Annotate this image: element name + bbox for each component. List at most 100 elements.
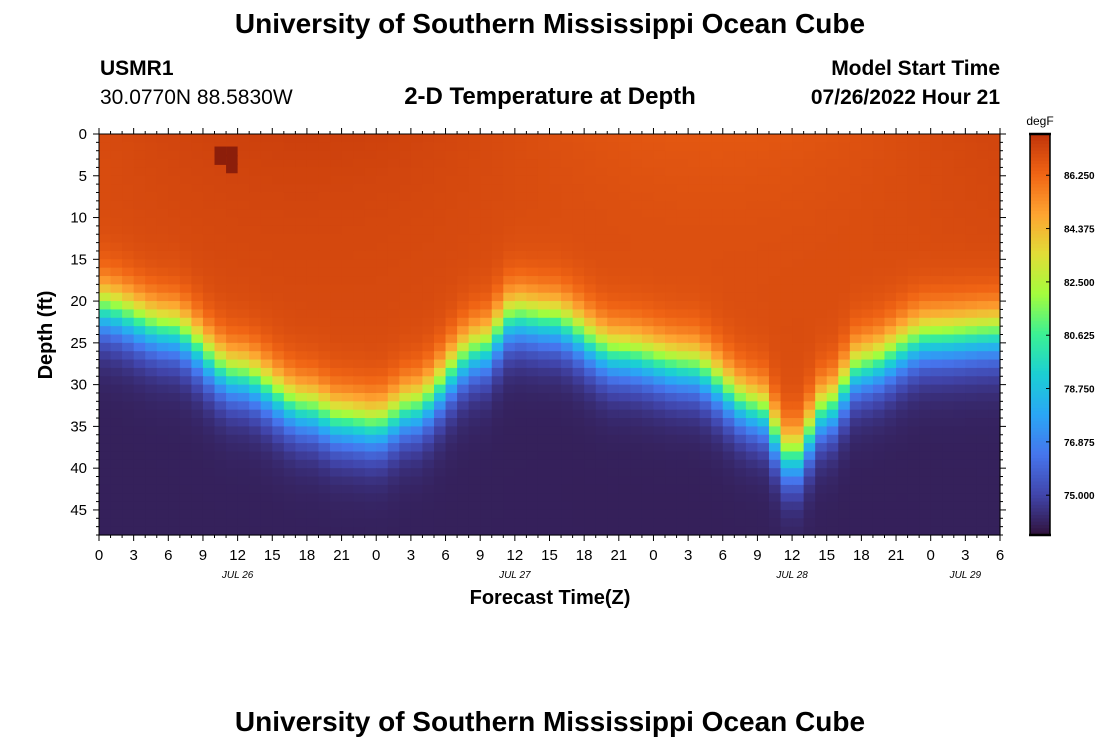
heatmap-cell	[676, 334, 689, 344]
heatmap-cell	[202, 476, 216, 486]
heatmap-cell	[376, 150, 389, 160]
heatmap-cell	[618, 484, 631, 494]
heatmap-cell	[202, 426, 216, 436]
heatmap-cell	[584, 468, 597, 478]
heatmap-cell	[849, 301, 862, 311]
heatmap-cell	[260, 317, 273, 327]
heatmap-cell	[942, 367, 955, 377]
heatmap-cell	[272, 501, 285, 511]
colorbar-swatch	[1030, 284, 1050, 289]
footer-title: University of Southern Mississippi Ocean…	[234, 706, 866, 737]
heatmap-cell	[503, 367, 516, 377]
heatmap-cell	[445, 418, 458, 427]
heatmap-cell	[318, 192, 331, 202]
heatmap-cell	[514, 292, 527, 302]
heatmap-cell	[457, 159, 470, 169]
heatmap-cell	[688, 134, 701, 143]
heatmap-cell	[849, 493, 862, 503]
heatmap-cell	[202, 276, 216, 285]
heatmap-cell	[988, 200, 1001, 210]
heatmap-cell	[872, 409, 886, 419]
heatmap-cell	[930, 459, 943, 469]
heatmap-cell	[826, 468, 839, 478]
heatmap-cell	[711, 409, 724, 419]
heatmap-cell	[803, 501, 816, 511]
heatmap-cell	[965, 267, 978, 277]
heatmap-cell	[399, 242, 412, 252]
heatmap-cell	[433, 200, 447, 210]
heatmap-cell	[942, 401, 955, 411]
heatmap-cell	[202, 159, 216, 169]
y-tick-label: 15	[70, 251, 87, 268]
heatmap-cell	[584, 509, 597, 519]
heatmap-cell	[422, 326, 435, 336]
heatmap-cell	[653, 225, 666, 235]
heatmap-cell	[156, 267, 169, 277]
heatmap-cell	[780, 209, 793, 219]
heatmap-cell	[226, 493, 239, 503]
heatmap-cell	[884, 326, 897, 336]
heatmap-cell	[665, 200, 678, 210]
heatmap-cell	[618, 142, 631, 152]
heatmap-cell	[907, 276, 920, 285]
heatmap-cell	[584, 150, 597, 160]
heatmap-cell	[988, 234, 1001, 244]
heatmap-cell	[399, 484, 412, 494]
heatmap-cell	[641, 142, 655, 152]
heatmap-cell	[272, 175, 285, 185]
heatmap-cell	[457, 418, 470, 427]
heatmap-cell	[537, 501, 551, 511]
heatmap-cell	[445, 200, 458, 210]
heatmap-cell	[861, 443, 874, 453]
heatmap-cell	[537, 142, 551, 152]
heatmap-cell	[526, 409, 539, 419]
heatmap-cell	[907, 167, 920, 177]
heatmap-cell	[872, 376, 886, 386]
heatmap-cell	[191, 242, 204, 252]
heatmap-cell	[722, 267, 735, 277]
heatmap-cell	[734, 351, 747, 361]
heatmap-cell	[99, 192, 112, 202]
heatmap-cell	[468, 351, 481, 361]
heatmap-cell	[907, 509, 920, 519]
heatmap-cell	[630, 468, 643, 478]
heatmap-cell	[584, 267, 597, 277]
heatmap-cell	[630, 401, 643, 411]
heatmap-cell	[803, 334, 816, 344]
heatmap-cell	[249, 184, 262, 194]
heatmap-cell	[376, 276, 389, 285]
heatmap-cell	[526, 317, 539, 327]
heatmap-cell	[214, 184, 227, 194]
colorbar-unit: degF	[1026, 114, 1053, 128]
heatmap-cell	[688, 284, 701, 294]
heatmap-cell	[838, 451, 851, 461]
heatmap-cell	[110, 150, 123, 160]
heatmap-cell	[872, 451, 886, 461]
heatmap-cell	[976, 317, 990, 327]
heatmap-cell	[364, 351, 377, 361]
heatmap-cell	[318, 334, 331, 344]
heatmap-cell	[526, 200, 539, 210]
heatmap-cell	[283, 225, 296, 235]
heatmap-cell	[330, 392, 343, 402]
heatmap-cell	[618, 401, 631, 411]
heatmap-cell	[803, 418, 816, 427]
heatmap-cell	[849, 392, 862, 402]
heatmap-cell	[457, 150, 470, 160]
colorbar-swatch	[1030, 504, 1050, 509]
heatmap-cell	[953, 250, 966, 260]
heatmap-cell	[768, 384, 782, 394]
heatmap-cell	[156, 200, 169, 210]
heatmap-cell	[595, 526, 608, 536]
heatmap-cell	[618, 292, 631, 302]
heatmap-cell	[341, 459, 354, 469]
heatmap-cell	[561, 292, 574, 302]
heatmap-cell	[676, 518, 689, 528]
heatmap-cell	[237, 367, 250, 377]
heatmap-cell	[272, 292, 285, 302]
heatmap-cell	[272, 150, 285, 160]
heatmap-cell	[734, 359, 747, 369]
heatmap-cell	[653, 209, 666, 219]
heatmap-cell	[237, 242, 250, 252]
heatmap-cell	[803, 301, 816, 311]
